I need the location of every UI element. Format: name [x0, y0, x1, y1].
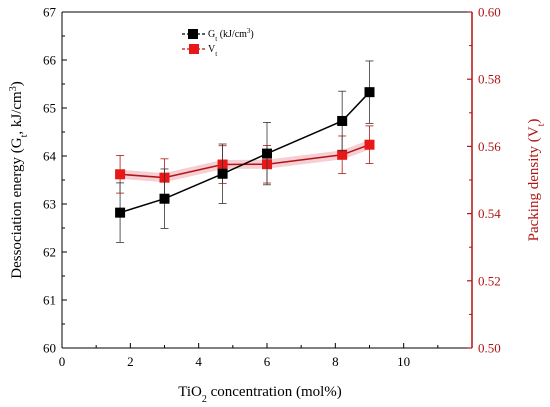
- y-left-tick-label: 63: [43, 197, 56, 212]
- data-point: [115, 207, 126, 218]
- y-right-axis-label: Packing density (Vt): [526, 119, 547, 242]
- y-right-tick-label: 0.52: [478, 273, 501, 288]
- legend-entry-gt: Gt (kJ/cm3): [182, 27, 254, 43]
- legend-entry-vt: Vt: [182, 44, 217, 58]
- data-point: [115, 169, 126, 180]
- data-point: [337, 149, 348, 160]
- data-point: [262, 148, 272, 159]
- data-point: [159, 193, 170, 204]
- x-tick-label: 0: [59, 354, 66, 369]
- y-left-tick-label: 66: [43, 53, 57, 68]
- data-point: [217, 168, 228, 179]
- y-right-axis-ticks: 0.50 0.52 0.54 0.56 0.58 0.60: [467, 5, 501, 356]
- legend-label-gt: Gt (kJ/cm3): [208, 27, 254, 43]
- data-point: [364, 139, 375, 150]
- data-point: [337, 115, 348, 126]
- y-left-tick-label: 62: [43, 245, 56, 260]
- y-left-axis-label: Dessociation energy (Gt, kJ/cm3): [8, 81, 30, 278]
- y-left-tick-label: 60: [43, 341, 56, 356]
- legend: Gt (kJ/cm3) Vt: [182, 27, 254, 58]
- x-tick-label: 8: [332, 354, 339, 369]
- y-right-tick-label: 0.50: [478, 341, 501, 356]
- y-right-tick-label: 0.60: [478, 5, 501, 20]
- series-gt: [115, 60, 375, 243]
- y-left-tick-label: 61: [43, 293, 56, 308]
- x-axis-label: TiO2 concentration (mol%): [178, 384, 342, 405]
- y-right-tick-label: 0.58: [478, 72, 501, 87]
- series-vt: [115, 125, 375, 197]
- y-right-tick-label: 0.56: [478, 139, 501, 154]
- y-left-tick-label: 64: [43, 149, 57, 164]
- data-point: [364, 87, 375, 98]
- y-left-tick-label: 67: [43, 5, 57, 20]
- x-tick-label: 2: [127, 354, 134, 369]
- legend-label-vt: Vt: [208, 44, 217, 58]
- y-right-tick-label: 0.54: [478, 206, 501, 221]
- series-layer: [115, 60, 375, 243]
- series-line-glow: [115, 140, 374, 183]
- x-tick-label: 10: [397, 354, 410, 369]
- y-left-tick-label: 65: [43, 101, 56, 116]
- y-left-axis-ticks: 60 61 62 63 64 65 66 67: [43, 5, 67, 356]
- x-tick-label: 6: [264, 354, 271, 369]
- x-axis-ticks: 0 2 4 6 8 10: [59, 343, 439, 369]
- x-tick-label: 4: [195, 354, 202, 369]
